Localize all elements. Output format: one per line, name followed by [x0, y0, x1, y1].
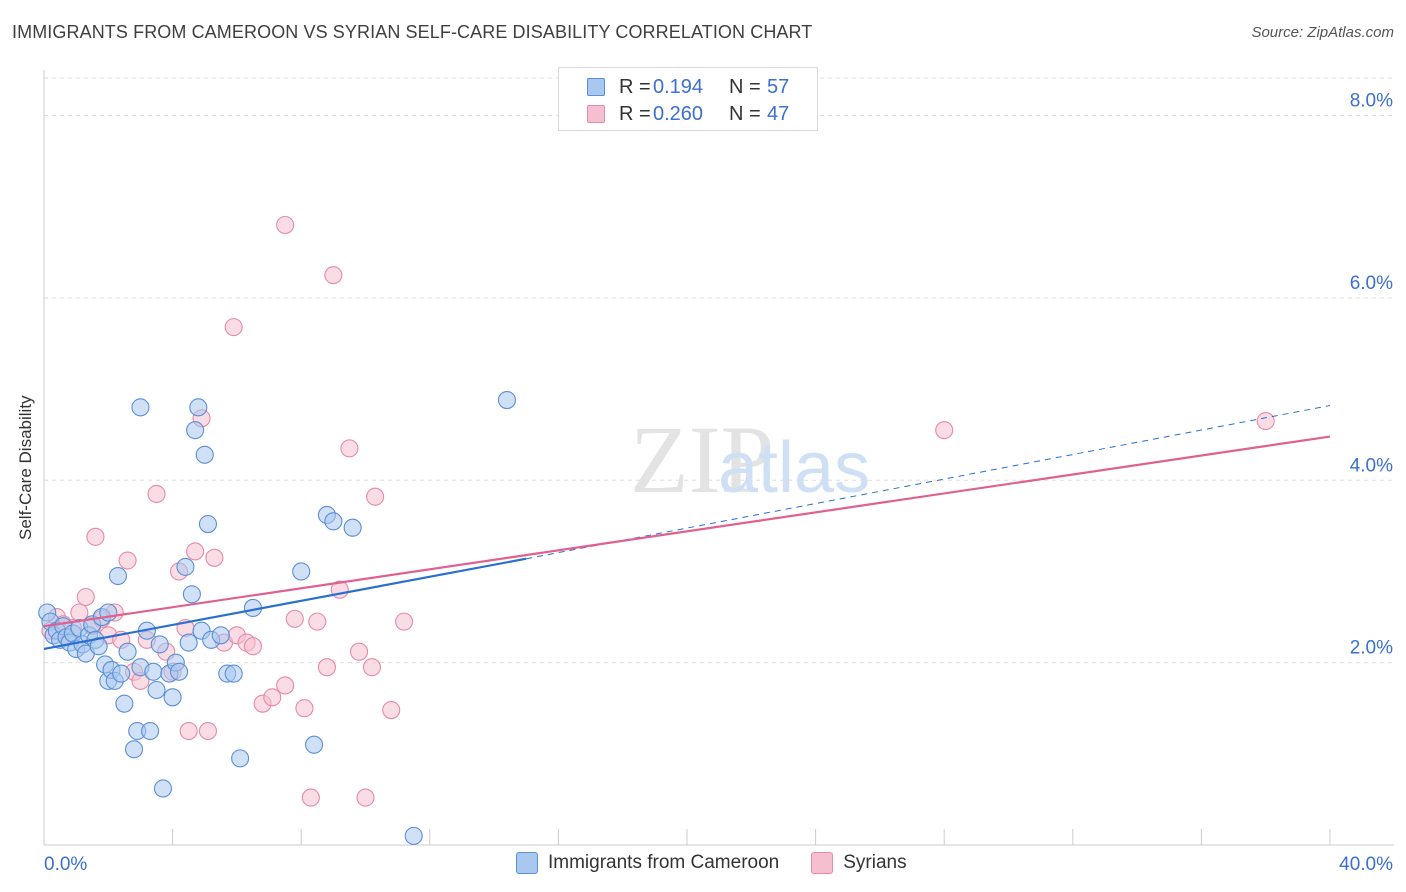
syrians-point [198, 721, 218, 741]
x-tick-label: 40.0% [1339, 854, 1393, 875]
cameroon-point [124, 740, 144, 759]
r-label: R = [619, 102, 651, 125]
syrians-point [243, 637, 263, 656]
trend-lines [43, 405, 1331, 651]
n-label: N = [729, 75, 761, 98]
cameroon-point [179, 633, 198, 652]
y-tick-label: 8.0% [1350, 91, 1393, 112]
cameroon-point [112, 664, 131, 683]
syrians-point [276, 215, 295, 235]
cameroon-point [182, 585, 201, 604]
syrians-point [382, 701, 401, 720]
cameroon-point [305, 735, 324, 754]
legend-label: Immigrants from Cameroon [548, 852, 780, 873]
syrians-point [179, 721, 198, 741]
legend-row-syrians: R = 0.260 N = 47 [587, 101, 789, 127]
watermark: ZIP atlas [630, 406, 870, 513]
syrians-point [356, 788, 375, 807]
syrians-point [86, 527, 105, 546]
n-value: 47 [767, 102, 790, 125]
cameroon-point [404, 826, 423, 845]
syrians-point [118, 551, 137, 570]
legend-label: Syrians [843, 852, 907, 873]
watermark-zip: ZIP [630, 406, 774, 513]
syrians-point [186, 542, 205, 561]
tick-labels: 2.0% 4.0% 6.0% 8.0% 0.0% 40.0% [44, 91, 1393, 875]
cameroon-point [115, 694, 134, 713]
syrians-point [362, 658, 381, 677]
chart-title: IMMIGRANTS FROM CAMEROON VS SYRIAN SELF-… [12, 22, 813, 42]
r-value: 0.194 [653, 75, 704, 98]
syrians-trend-line [43, 435, 1331, 628]
legend-row-cameroon: R = 0.194 N = 57 [587, 74, 789, 100]
n-value: 57 [767, 75, 790, 98]
r-label: R = [619, 75, 651, 98]
x-tick-label: 0.0% [44, 854, 87, 875]
series-legend: Immigrants from Cameroon Syrians [516, 852, 939, 874]
syrians-point [324, 266, 343, 285]
cameroon-point [189, 398, 208, 417]
cameroon-points [38, 391, 517, 845]
syrians-point [366, 487, 385, 506]
syrians-point [276, 676, 295, 695]
cameroon-point [198, 515, 218, 534]
syrians-legend-swatch [811, 852, 834, 874]
cameroon-swatch [587, 78, 605, 96]
r-value: 0.260 [653, 102, 704, 125]
syrians-point [395, 612, 414, 631]
cameroon-point [211, 626, 230, 645]
cameroon-point [108, 566, 127, 586]
syrians-point [935, 421, 954, 440]
syrians-point [308, 612, 327, 631]
syrians-point [340, 439, 359, 458]
cameroon-point [324, 512, 343, 531]
cameroon-trend-line [43, 557, 527, 651]
axes [43, 70, 1394, 846]
syrians-point [317, 658, 336, 677]
y-tick-label: 4.0% [1350, 455, 1393, 476]
legend-item-syrians[interactable]: Syrians [811, 852, 907, 874]
syrians-point [205, 548, 224, 567]
stats-legend: R = 0.194 N = 57 R = 0.260 N = 47 [558, 67, 818, 131]
cameroon-point [292, 562, 311, 581]
syrians-point [224, 318, 243, 337]
syrians-point [295, 699, 314, 718]
cameroon-point [497, 391, 517, 410]
syrians-point [263, 688, 282, 707]
cameroon-point [169, 662, 189, 681]
cameroon-point [231, 749, 250, 768]
syrians-point [350, 642, 369, 661]
cameroon-trend-extension [526, 405, 1331, 560]
cameroon-point [150, 635, 169, 654]
source-credit: Source: ZipAtlas.com [1251, 24, 1394, 41]
cameroon-point [147, 680, 166, 700]
y-axis-label: Self-Care Disability [16, 395, 35, 540]
cameroon-point [186, 421, 205, 440]
cameroon-point [131, 398, 150, 417]
cameroon-point [144, 662, 163, 681]
syrians-point [70, 603, 89, 622]
syrians-point [301, 788, 320, 807]
cameroon-point [141, 721, 160, 741]
grid-lines [44, 77, 1394, 664]
syrians-point [147, 484, 166, 504]
cameroon-point [195, 445, 214, 464]
syrians-point [1256, 411, 1275, 431]
cameroon-point [343, 518, 362, 537]
y-tick-label: 2.0% [1350, 638, 1393, 659]
n-label: N = [729, 102, 761, 125]
cameroon-point [163, 688, 182, 707]
cameroon-point [224, 664, 243, 683]
y-tick-label: 6.0% [1350, 273, 1393, 294]
cameroon-point [153, 779, 173, 798]
watermark-atlas: atlas [718, 428, 870, 508]
cameroon-point [176, 557, 195, 576]
syrians-point [76, 587, 95, 607]
syrians-swatch [587, 105, 605, 123]
legend-item-cameroon[interactable]: Immigrants from Cameroon [516, 852, 779, 874]
cameroon-point [118, 642, 137, 661]
cameroon-legend-swatch [516, 852, 538, 874]
syrians-point [285, 609, 304, 628]
